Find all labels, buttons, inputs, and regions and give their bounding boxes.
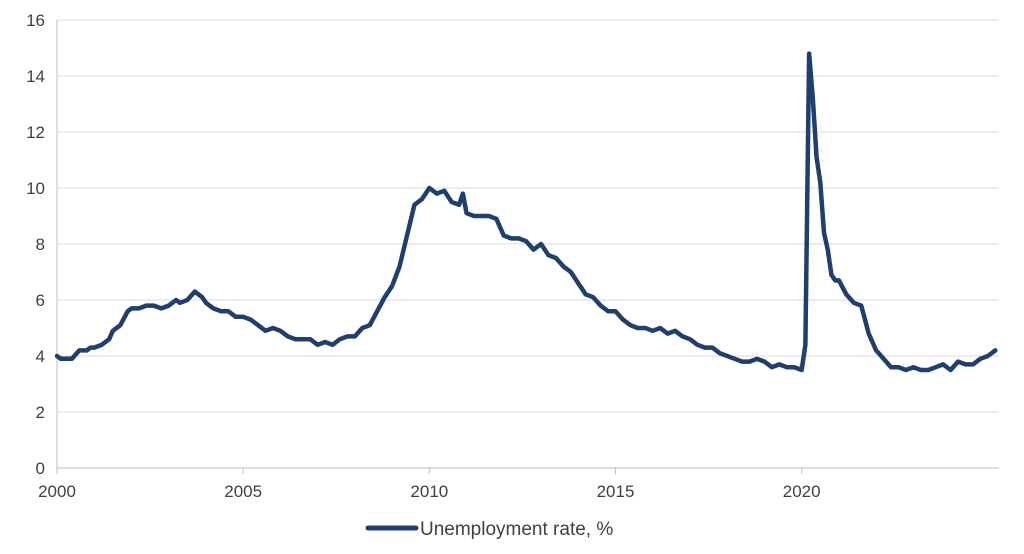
x-tick-label: 2010 xyxy=(410,482,448,501)
x-tick-label: 2000 xyxy=(38,482,76,501)
y-tick-label: 10 xyxy=(26,179,45,198)
x-tick-label: 2020 xyxy=(783,482,821,501)
series-line-0 xyxy=(54,51,998,373)
y-tick-label: 2 xyxy=(36,403,45,422)
y-tick-label: 12 xyxy=(26,123,45,142)
legend-label: Unemployment rate, % xyxy=(420,519,613,540)
y-tick-label: 8 xyxy=(36,235,45,254)
y-tick-label: 16 xyxy=(26,11,45,30)
y-tick-label: 0 xyxy=(36,459,45,478)
x-tick-label: 2015 xyxy=(597,482,635,501)
y-tick-label: 4 xyxy=(36,347,45,366)
x-tick-label: 2005 xyxy=(224,482,262,501)
y-tick-label: 6 xyxy=(36,291,45,310)
y-tick-label: 14 xyxy=(26,67,45,86)
